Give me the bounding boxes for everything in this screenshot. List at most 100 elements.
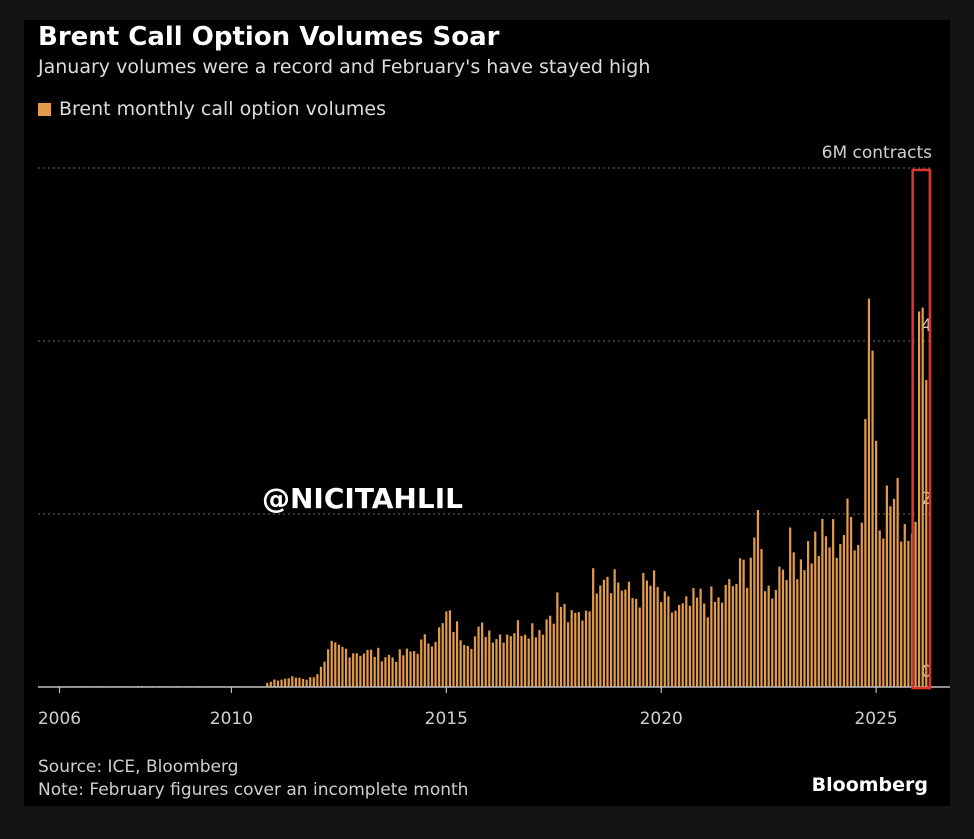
chart-bar [348, 657, 351, 687]
chart-bar [638, 607, 641, 687]
chart-bar [817, 556, 820, 687]
chart-bar [921, 307, 924, 687]
chart-bar [273, 679, 276, 687]
chart-bar [688, 605, 691, 687]
chart-bar [599, 585, 602, 687]
chart-bar [527, 638, 530, 687]
chart-bar [409, 651, 412, 687]
chart-panel: Brent Call Option Volumes Soar January v… [24, 20, 950, 806]
chart-bar [584, 610, 588, 687]
chart-bar [907, 540, 910, 687]
chart-bar [602, 579, 606, 687]
chart-bar [466, 645, 469, 687]
chart-bar [606, 576, 609, 687]
chart-bar [452, 631, 455, 687]
chart-bar [771, 598, 774, 687]
chart-bar [352, 653, 355, 687]
chart-bar [609, 593, 613, 687]
chart-bar [284, 678, 287, 687]
chart-bar [760, 548, 763, 687]
chart-bar [330, 640, 333, 687]
chart-bar [875, 440, 878, 687]
chart-bar [509, 636, 512, 687]
chart-bar [839, 543, 842, 687]
chart-bar [520, 635, 523, 687]
chart-bar [577, 612, 580, 687]
chart-bar [749, 557, 752, 687]
chart-bar [728, 579, 731, 687]
chart-bar [581, 620, 584, 687]
chart-bar [305, 679, 308, 687]
chart-bar [280, 679, 283, 687]
chart-bar [506, 634, 509, 687]
chart-bar [434, 641, 437, 687]
chart-bar [395, 661, 398, 687]
chart-bar [645, 580, 649, 687]
chart-bar [814, 531, 817, 687]
chart-bar [380, 661, 383, 687]
chart-bar [524, 634, 527, 687]
chart-bar [832, 519, 835, 687]
chart-bar [724, 584, 727, 687]
source-note: Source: ICE, Bloomberg [38, 757, 239, 777]
bar-chart: 6M contracts42020062010201520202025 [38, 143, 950, 729]
chart-bar [398, 649, 401, 687]
chart-bar [799, 559, 803, 687]
chart-bar [470, 648, 473, 687]
chart-bar [821, 518, 824, 687]
chart-bar [627, 581, 631, 687]
chart-bar [516, 620, 520, 687]
chart-bar [710, 586, 713, 687]
chart-bar [309, 677, 312, 687]
chart-title: Brent Call Option Volumes Soar [38, 22, 500, 52]
chart-bar [412, 651, 416, 687]
chart-bar [498, 634, 502, 687]
chart-bar [649, 585, 652, 687]
chart-bar [925, 380, 928, 687]
chart-bar [914, 521, 917, 687]
footnote: Note: February figures cover an incomple… [38, 780, 469, 800]
chart-bar [860, 522, 863, 687]
chart-bar [513, 633, 516, 687]
chart-bar [541, 634, 545, 687]
chart-bar [692, 588, 695, 687]
chart-bar [502, 642, 505, 687]
chart-bar [756, 509, 760, 687]
chart-bar [810, 563, 813, 687]
chart-bar [455, 621, 459, 687]
chart-bar [835, 557, 838, 687]
bloomberg-logo: Bloomberg [811, 774, 928, 796]
chart-bar [287, 678, 290, 687]
y-tick-label: 4 [921, 316, 932, 336]
chart-bar [620, 590, 623, 687]
chart-bar [355, 653, 358, 687]
chart-bar [445, 611, 448, 687]
chart-bar [294, 677, 297, 687]
chart-bar [362, 653, 366, 687]
chart-bar [366, 649, 369, 687]
chart-bar [534, 637, 537, 687]
y-tick-label: 6M contracts [822, 143, 932, 163]
chart-bar [420, 639, 423, 687]
chart-bar [742, 559, 745, 687]
chart-bar [570, 610, 573, 687]
x-tick-label: 2020 [640, 709, 683, 729]
chart-bar [663, 591, 666, 687]
chart-bar [685, 596, 688, 687]
chart-bar [882, 538, 885, 687]
chart-bar [892, 498, 896, 687]
chart-bar [635, 598, 638, 687]
chart-bar [337, 644, 340, 687]
chart-bar [549, 615, 552, 687]
chart-bar [588, 611, 591, 687]
chart-bar [864, 419, 867, 687]
chart-bar [703, 603, 706, 687]
chart-bar [824, 536, 828, 687]
chart-bar [652, 570, 656, 687]
chart-bar [327, 649, 330, 687]
chart-bar [334, 642, 337, 687]
chart-bar [778, 566, 781, 687]
chart-bar [416, 653, 419, 687]
chart-bar [427, 643, 430, 687]
chart-bar [738, 558, 742, 687]
